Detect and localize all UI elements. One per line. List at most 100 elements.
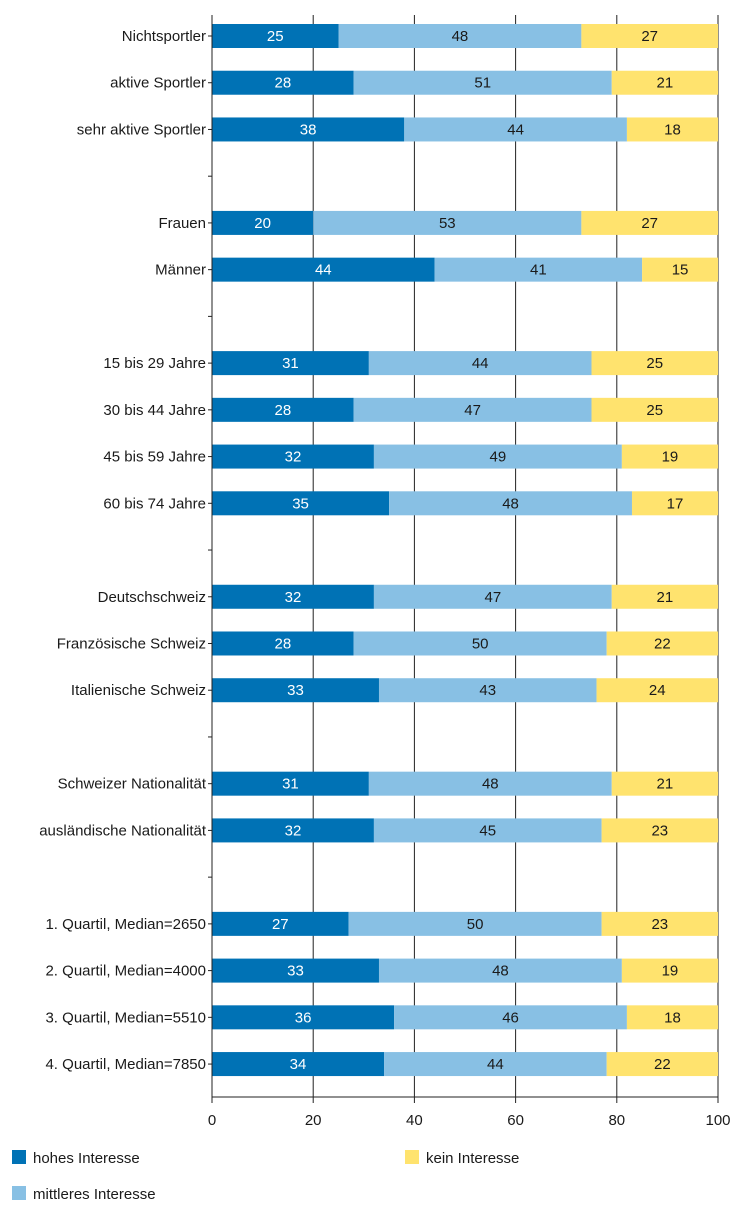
category-label: 3. Quartil, Median=5510 xyxy=(45,1009,206,1026)
bar-segment-2 xyxy=(313,210,582,235)
data-label: 18 xyxy=(664,1009,681,1026)
legend-swatch-3 xyxy=(405,1150,419,1164)
bar-segment-1 xyxy=(212,257,435,282)
data-label: 44 xyxy=(472,355,489,372)
axes: Nichtsportler aktive Sportler sehr aktive … xyxy=(39,15,731,1129)
bar-segment-1 xyxy=(212,397,354,422)
bar-segment-2 xyxy=(348,911,602,936)
data-label: 25 xyxy=(646,355,663,372)
data-label: 31 xyxy=(282,776,299,793)
data-label: 24 xyxy=(649,682,666,699)
data-label: 27 xyxy=(272,916,289,933)
legend-label: hohes Interesse xyxy=(33,1150,140,1167)
bar-segment-3 xyxy=(642,257,718,282)
data-label: 25 xyxy=(646,402,663,419)
bar-segment-1 xyxy=(212,818,374,843)
category-label: 60 bis 74 Jahre xyxy=(103,495,206,512)
data-label: 47 xyxy=(464,402,481,419)
category-label: aktive Sportler xyxy=(110,75,206,92)
bars: 25 48 27 28 51 21 38 44 18 20 53 27 44 41 15 31 44 25 28 47… xyxy=(212,24,718,1077)
bar-segment-3 xyxy=(631,491,718,516)
data-label: 28 xyxy=(274,402,291,419)
category-label: Italienische Schweiz xyxy=(71,682,206,699)
bar-segment-2 xyxy=(389,491,632,516)
data-label: 19 xyxy=(662,449,679,466)
category-label: ausländische Nationalität xyxy=(39,822,207,839)
bar-segment-3 xyxy=(626,117,718,142)
data-label: 44 xyxy=(315,262,332,279)
data-label: 48 xyxy=(482,776,499,793)
bar-segment-3 xyxy=(606,1052,718,1077)
data-label: 48 xyxy=(452,28,469,45)
category-label: Nichtsportler xyxy=(122,28,206,45)
bar-segment-1 xyxy=(212,958,379,983)
bar-segment-3 xyxy=(606,631,718,656)
bar-segment-2 xyxy=(338,24,582,48)
data-label: 34 xyxy=(290,1056,307,1073)
data-label: 45 xyxy=(479,822,496,839)
bar-segment-2 xyxy=(378,678,597,703)
data-label: 27 xyxy=(641,215,658,232)
data-label: 35 xyxy=(292,495,309,512)
data-label: 21 xyxy=(657,776,674,793)
bar-segment-3 xyxy=(611,771,718,796)
bar-segment-3 xyxy=(621,444,718,469)
bar-segment-1 xyxy=(212,491,390,516)
bar-segment-1 xyxy=(212,210,314,235)
bar-segment-2 xyxy=(353,70,612,95)
x-tick-label: 80 xyxy=(608,1112,625,1129)
bar-segment-2 xyxy=(384,1052,607,1077)
bar-segment-1 xyxy=(212,1005,395,1030)
data-label: 50 xyxy=(467,916,484,933)
data-label: 31 xyxy=(282,355,299,372)
bar-segment-3 xyxy=(591,397,718,422)
bar-segment-2 xyxy=(378,958,622,983)
bar-segment-1 xyxy=(212,911,349,936)
bar-segment-3 xyxy=(581,24,718,48)
data-label: 25 xyxy=(267,28,284,45)
bar-segment-2 xyxy=(373,584,612,609)
x-tick-label: 40 xyxy=(406,1112,423,1129)
data-label: 33 xyxy=(287,963,304,980)
data-label: 47 xyxy=(484,589,501,606)
data-label: 49 xyxy=(490,449,507,466)
bar-segment-1 xyxy=(212,1052,385,1077)
x-tick-label: 20 xyxy=(305,1112,322,1129)
bar-segment-3 xyxy=(611,584,718,609)
data-label: 48 xyxy=(502,495,519,512)
data-label: 41 xyxy=(530,262,547,279)
bar-segment-1 xyxy=(212,24,339,48)
bar-segment-2 xyxy=(404,117,627,142)
bar-segment-1 xyxy=(212,70,354,95)
bar-segment-3 xyxy=(601,818,718,843)
bar-segment-3 xyxy=(581,210,718,235)
bar-segment-1 xyxy=(212,444,374,469)
data-label: 17 xyxy=(667,495,684,512)
data-label: 33 xyxy=(287,682,304,699)
data-label: 15 xyxy=(672,262,689,279)
bar-segment-2 xyxy=(353,631,607,656)
data-label: 53 xyxy=(439,215,456,232)
data-label: 48 xyxy=(492,963,509,980)
category-label: 2. Quartil, Median=4000 xyxy=(45,963,206,980)
category-label: Deutschschweiz xyxy=(98,589,206,606)
bar-segment-1 xyxy=(212,771,369,796)
data-label: 43 xyxy=(479,682,496,699)
bar-segment-1 xyxy=(212,584,374,609)
data-label: 46 xyxy=(502,1009,519,1026)
legend-swatch-1 xyxy=(12,1150,26,1164)
bar-segment-3 xyxy=(591,351,718,376)
category-label: Frauen xyxy=(158,215,206,232)
category-label: sehr aktive Sportler xyxy=(77,121,206,138)
bar-segment-3 xyxy=(626,1005,718,1030)
category-label: Männer xyxy=(155,262,206,279)
legend: hohes Interesse mittleres Interesse kein I… xyxy=(12,1150,519,1203)
bar-segment-3 xyxy=(621,958,718,983)
bar-segment-3 xyxy=(601,911,718,936)
bar-segment-2 xyxy=(373,444,622,469)
bar-segment-1 xyxy=(212,631,354,656)
bar-segment-2 xyxy=(353,397,592,422)
data-label: 22 xyxy=(654,635,671,652)
data-label: 44 xyxy=(487,1056,504,1073)
